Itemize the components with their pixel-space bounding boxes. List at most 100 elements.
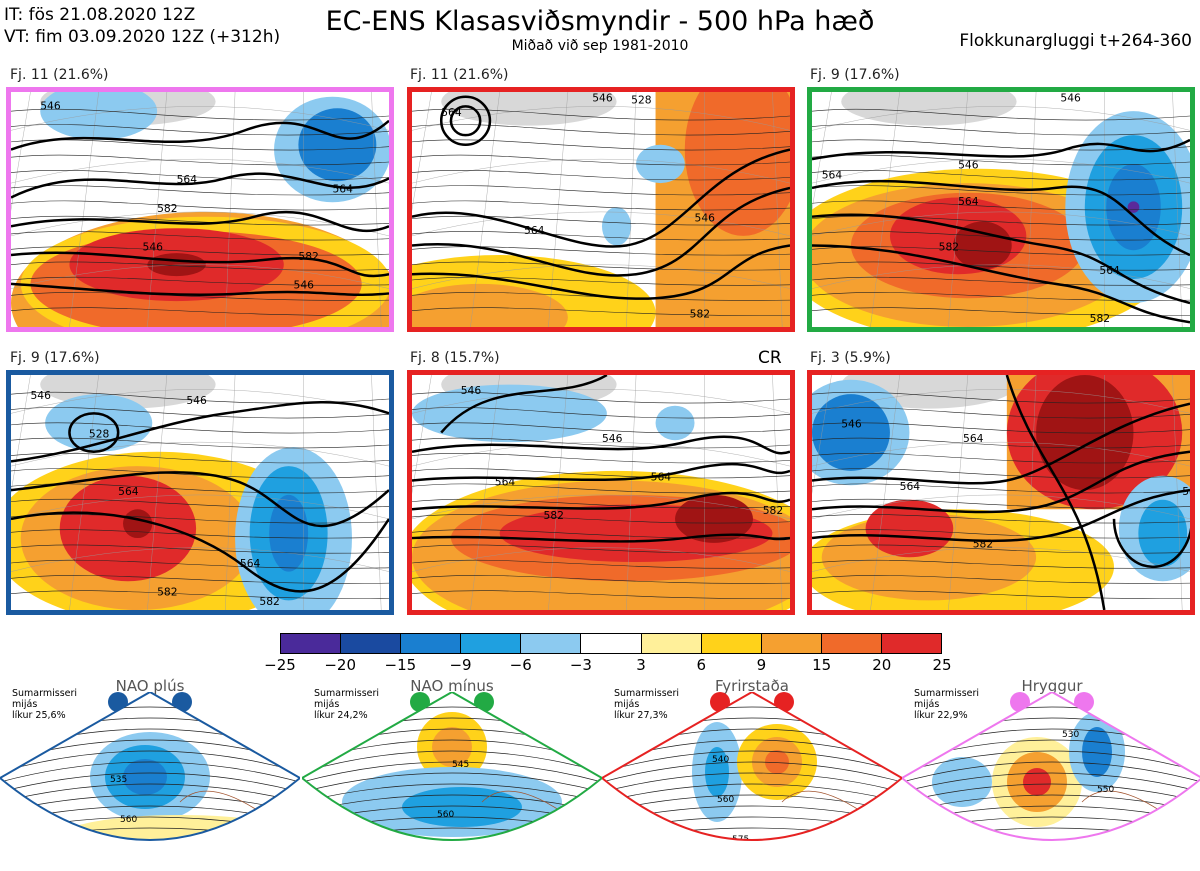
height-contour [812, 391, 1190, 404]
meridian-line [1026, 375, 1037, 610]
height-contour [412, 498, 790, 509]
parallel-line [812, 106, 1190, 131]
anomaly-patch [1036, 375, 1134, 491]
height-contour-bold [11, 511, 389, 593]
regime-map: 535 560 [0, 692, 300, 841]
height-contour-bold [449, 105, 482, 137]
colorbar-tick-label: −9 [449, 656, 472, 674]
meridian-line [948, 92, 969, 327]
height-contour [812, 422, 1190, 434]
valid-time: VT: fim 03.09.2020 12Z (+312h) [4, 27, 281, 47]
cluster-map-1: 546 564 582 546 564 582 546 [6, 87, 394, 332]
height-contour [11, 231, 389, 241]
regime-title: Fyrirstaða [715, 677, 789, 695]
regime-map: 540 560 575 [602, 692, 902, 841]
height-contour [602, 783, 902, 803]
contour-label: 528 [89, 427, 110, 440]
height-contour [0, 750, 300, 773]
height-contour [302, 783, 602, 803]
height-contour-bold [11, 172, 389, 199]
regime-frame [902, 692, 1200, 841]
anomaly-patch [865, 499, 954, 558]
height-contour [812, 154, 1190, 166]
height-contour [812, 170, 1190, 181]
height-contour-bold [412, 244, 790, 300]
meridian-line [147, 375, 168, 610]
height-contour [412, 590, 790, 599]
height-contour-bold [412, 462, 790, 482]
regime-title: Hryggur [1021, 677, 1083, 695]
colorbar-swatch [761, 634, 822, 653]
height-contour [11, 307, 389, 316]
height-contour-bold [440, 375, 608, 434]
height-contour [11, 453, 389, 464]
contour-label: 546 [602, 432, 623, 445]
contour-label: 560 [717, 795, 734, 805]
colorbar-tick-label: 9 [756, 656, 767, 674]
anomaly-map: 546 528 564 546 582 564 [412, 92, 790, 327]
regime-title: NAO mínus [410, 677, 494, 695]
land-mask [841, 92, 1017, 126]
height-contour-bold [412, 435, 790, 455]
cluster-map-4: 546 528 546 564 564 582 582 [6, 370, 394, 615]
parallel-line [412, 547, 790, 572]
height-contour [11, 544, 389, 554]
height-contour [412, 185, 790, 196]
colorbar-tick-label: −25 [264, 656, 296, 674]
colorbar-tick-label: −20 [324, 656, 356, 674]
height-contour [412, 391, 790, 404]
contour-label: 564 [495, 475, 516, 488]
anomaly-patch [40, 92, 158, 140]
height-contour [812, 559, 1190, 569]
height-contour [412, 514, 790, 524]
parallel-line [412, 264, 790, 289]
meridian-line [470, 92, 500, 327]
cluster-label: Fj. 3 (5.9%) [810, 350, 891, 366]
regime-stats: Sumarmisseri mijás líkur 27,3% [614, 688, 679, 721]
contour-label: 564 [963, 432, 984, 445]
colorbar-swatch [641, 634, 702, 653]
meridian-line [1172, 92, 1183, 327]
meridian-line [11, 92, 31, 211]
contour-label: 528 [631, 94, 652, 107]
regime-frame [602, 692, 902, 841]
land-mask [441, 92, 617, 126]
contour-label: 582 [690, 307, 710, 320]
height-contour [812, 215, 1190, 226]
meridian-line [870, 375, 900, 610]
contour-label: 546 [143, 240, 164, 253]
contour-label: 564 [441, 106, 462, 119]
height-contour [412, 529, 790, 539]
height-contour [11, 185, 389, 196]
meridian-line [772, 375, 783, 610]
contour-label: 546 [461, 384, 482, 397]
height-contour [302, 761, 602, 783]
regime-stats: Sumarmisseri mijás líkur 24,2% [314, 688, 379, 721]
height-contour [11, 154, 389, 166]
contour-label: 582 [1182, 485, 1190, 498]
height-contour [11, 246, 389, 256]
height-contour [11, 215, 389, 226]
height-contour [11, 108, 389, 121]
regime-stat-line: Sumarmisseri [914, 688, 980, 699]
height-contour [11, 498, 389, 509]
height-contour [302, 750, 602, 773]
colorbar-swatch [281, 634, 342, 653]
regime-stat-line: líkur 27,3% [614, 710, 668, 721]
height-contour [602, 772, 902, 793]
anomaly-map: 564 546 564 582 546 564 582 [812, 92, 1190, 327]
meridian-line [548, 375, 569, 610]
colorbar-tick-label: 20 [872, 656, 892, 674]
meridian-line [225, 375, 236, 610]
anomaly-patch [953, 221, 1012, 270]
height-contour [412, 559, 790, 569]
contour-label: 560 [437, 810, 454, 820]
anomaly-patch [812, 394, 890, 471]
height-contour [412, 261, 790, 271]
parallel-line [11, 106, 389, 131]
colorbar-swatch [461, 634, 522, 653]
meridian-line [1026, 92, 1037, 327]
contour-label: 546 [958, 159, 979, 172]
anomaly-patch [932, 757, 992, 807]
regime-stat-line: mijás [914, 699, 940, 710]
